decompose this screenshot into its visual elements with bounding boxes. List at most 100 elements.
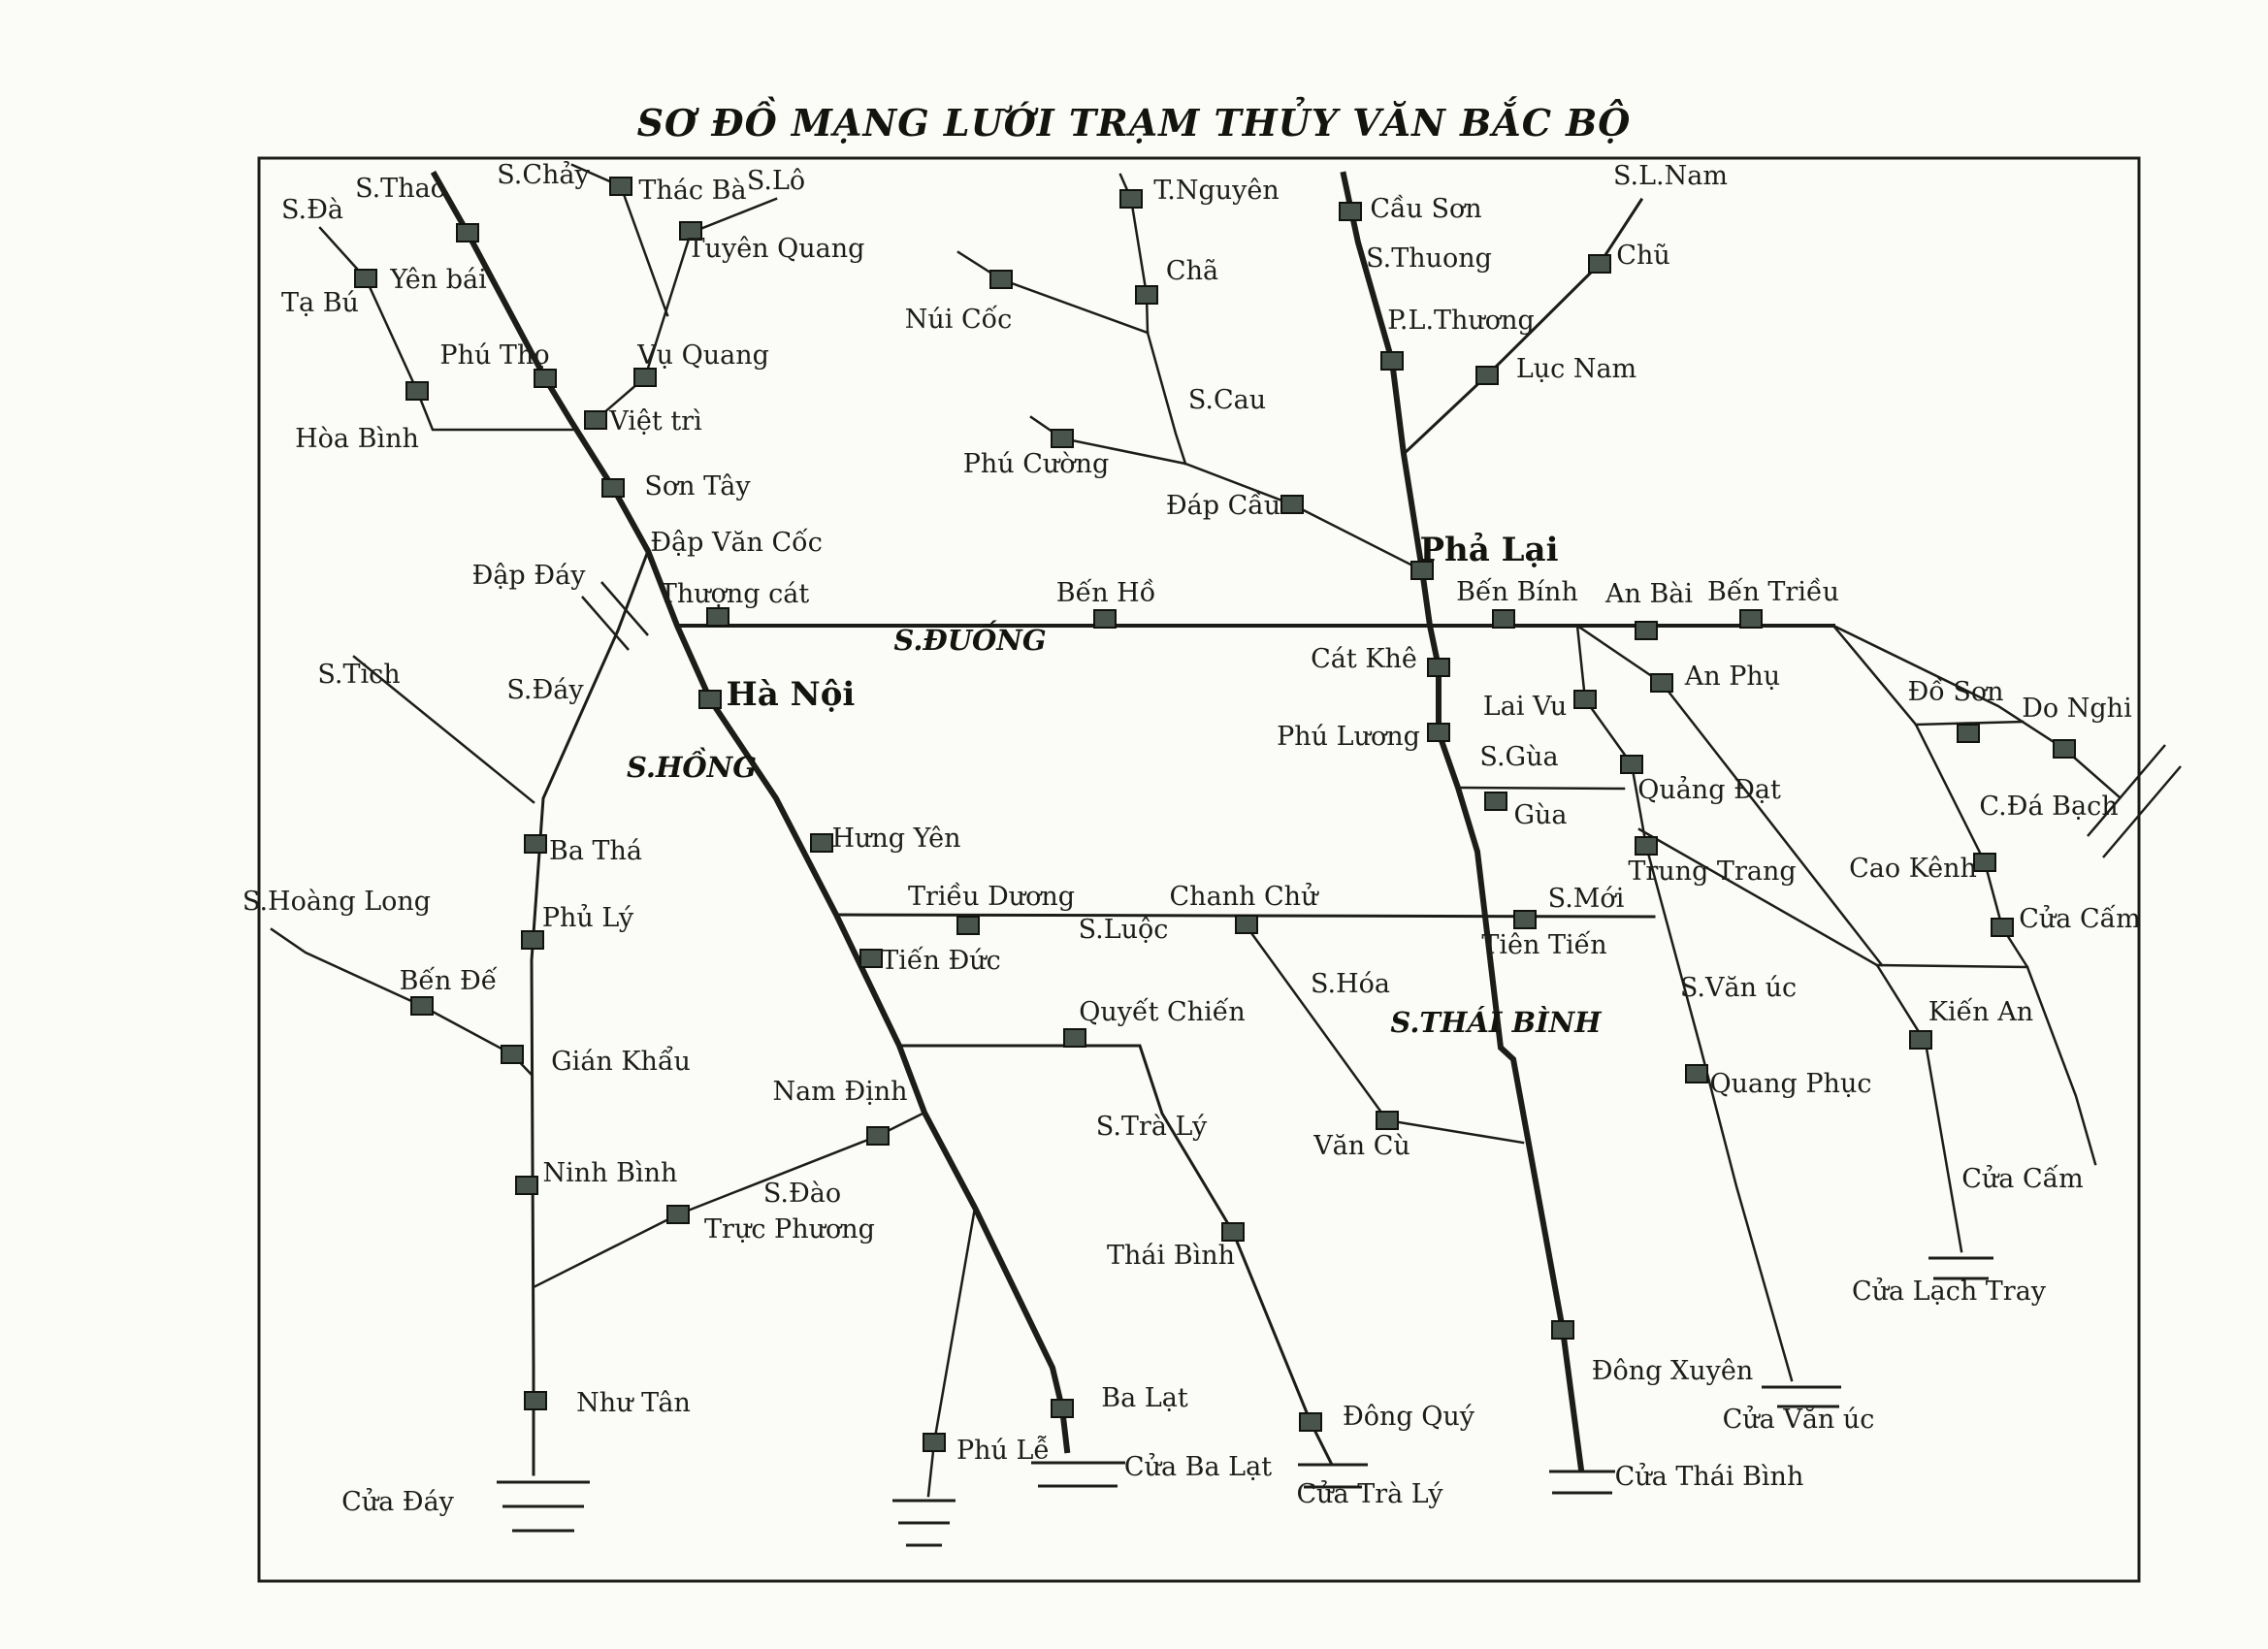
map-truc-phuong-station-marker	[666, 1205, 690, 1224]
map-cat-khe-station-label: Cát Khê	[1311, 644, 1417, 674]
map--ong-quy-station-marker	[1299, 1412, 1322, 1432]
map-phu-le-station-label: Phú Lễ	[956, 1435, 1050, 1466]
map-cua-lach-tray-label: Cửa Lạch Tray	[1852, 1276, 2047, 1307]
map-s-thai-binh-label: S.THÁI BÌNH	[1390, 1005, 1603, 1039]
map-an-bai-station-label: An Bài	[1604, 579, 1693, 609]
song-lo-line	[594, 197, 778, 422]
map-ta-bu-station-marker	[354, 269, 377, 288]
map-quang-at-station-label: Quảng Đạt	[1637, 774, 1781, 805]
map-cha-station-label: Chã	[1166, 256, 1218, 286]
map-quang-phuc-station-label: Quang Phục	[1710, 1069, 1872, 1099]
map-chanh-chu-station-marker	[1235, 915, 1258, 934]
map-an-phu-station-marker	[1650, 673, 1673, 693]
map-tien-tien-station-label: Tiên Tiến	[1481, 930, 1606, 960]
map-nam-inh-station-label: Nam Định	[772, 1077, 907, 1107]
map-luc-nam-station-label: Lục Nam	[1516, 354, 1636, 384]
map-gian-khau-station-label: Gián Khẩu	[551, 1045, 691, 1077]
map-an-bai-station-marker	[1635, 621, 1658, 640]
map-s-lo-label: S.Lô	[747, 166, 805, 196]
map-yen-bai-station-label: Yên bái	[389, 265, 487, 295]
map-cua-cam-station-marker	[1991, 918, 2014, 937]
map-ben-ho-station-label: Bến Hồ	[1056, 578, 1156, 608]
map-chanh-chu-station-label: Chanh Chử	[1170, 881, 1320, 912]
map-thuong-cat-station-label: Thượng cát	[660, 579, 810, 609]
map-cua-tra-ly-label: Cửa Trà Lý	[1296, 1478, 1443, 1509]
map-s-hoa-label: S.Hóa	[1311, 969, 1390, 999]
map-nui-coc-station-marker	[989, 270, 1013, 289]
map-cau-son-station-marker	[1339, 202, 1362, 221]
map-cua-thai-binh-label: Cửa Thái Bình	[1615, 1461, 1804, 1492]
gua-connector-line	[1456, 786, 1626, 791]
map-s-hong-label: S.HỒNG	[627, 746, 757, 784]
map-van-cu-station-marker	[1376, 1111, 1399, 1130]
map-ba-tha-station-label: Ba Thá	[549, 836, 642, 866]
map--ap-cau-station-label: Đáp Cầu	[1166, 491, 1280, 521]
map-vu-quang-station-label: Vụ Quang	[636, 340, 769, 371]
map-cao-kenh-station-marker	[1973, 853, 1996, 872]
map-cat-khe-station-marker	[1427, 658, 1450, 677]
map-phu-cuong-station-marker	[1051, 429, 1074, 448]
map-s-l-nam-label: S.L.Nam	[1613, 161, 1728, 191]
map--ap-ay-label: Đập Đáy	[472, 561, 587, 591]
map-cua-ay-label: Cửa Đáy	[341, 1486, 455, 1517]
song-tich-line	[352, 655, 535, 804]
map-ha-noi-station-label: Hà Nội	[727, 675, 856, 714]
map-tien-uc-station-marker	[859, 949, 883, 968]
map-nui-coc-station-label: Núi Cốc	[905, 305, 1013, 335]
map-c-a-bach-label: C.Đá Bạch	[1979, 792, 2118, 822]
map-ben-trieu-station-label: Bến Triều	[1707, 577, 1839, 607]
map-trung-trang-station-marker	[1635, 836, 1658, 856]
map-do-nghi-station-label: Do Nghi	[2022, 694, 2132, 724]
dap-day-symbol-stroke-2	[581, 596, 630, 651]
map-ba-tha-station-marker	[524, 834, 547, 854]
map-s-ao-label: S.Đào	[763, 1179, 841, 1209]
map-ben-e-station-marker	[410, 996, 434, 1016]
map-frame-border	[257, 156, 2141, 1583]
song-hoang-long-line	[270, 927, 534, 1077]
map-phu-ly-station-marker	[521, 930, 544, 950]
map-cua-cam-label: Cửa Cấm	[1961, 1163, 2084, 1194]
map-cua-cam-station-label: Cửa Cấm	[2019, 903, 2141, 934]
map-ninh-binh-station-label: Ninh Bình	[543, 1158, 678, 1188]
song-da-line	[318, 226, 574, 432]
song-dao-line	[532, 1111, 926, 1289]
map-luc-nam-station-marker	[1475, 366, 1499, 385]
map--o-son-station-label: Đồ Sơn	[1907, 677, 2003, 707]
map-lai-vu-station-marker	[1573, 690, 1597, 709]
map-viet-tri-station-marker	[584, 410, 607, 430]
map-trieu-duong-station-label: Triều Dương	[908, 882, 1075, 912]
kien-an-line-line	[1637, 827, 1963, 1253]
map-cua-van-uc-label: Cửa Văn úc	[1723, 1404, 1875, 1435]
map-nhu-tan-station-label: Như Tân	[576, 1388, 691, 1418]
map-thai-binh-station-label: Thái Bình	[1107, 1241, 1235, 1271]
map-chu-station-marker	[1588, 254, 1611, 274]
map-phu-luong-station-marker	[1427, 723, 1450, 742]
dap-day-symbol-stroke-1	[600, 581, 649, 636]
map-nhu-tan-station-marker	[524, 1391, 547, 1410]
map-p-l-thuong-station-label: P.L.Thương	[1387, 306, 1535, 336]
map-gian-khau-station-marker	[501, 1045, 524, 1064]
map-phu-luong-station-label: Phú Lương	[1277, 722, 1420, 752]
map-truc-phuong-station-label: Trực Phương	[704, 1214, 875, 1245]
map-chu-station-label: Chũ	[1616, 241, 1669, 271]
map-s-cau-label: S.Cau	[1188, 385, 1266, 415]
map-hoa-binh-station-label: Hòa Bình	[295, 424, 419, 454]
map-ben-e-station-label: Bến Đế	[400, 966, 498, 996]
map-cua-ba-lat-label: Cửa Ba Lạt	[1124, 1451, 1272, 1482]
map-quyet-chien-station-label: Quyết Chiến	[1079, 997, 1246, 1027]
map-s-chay-label: S.Chảy	[497, 159, 590, 190]
map-quang-phuc-station-marker	[1685, 1064, 1708, 1083]
map-ben-ho-station-marker	[1093, 609, 1117, 629]
map-tien-tien-station-marker	[1513, 910, 1537, 929]
kien-an-spur-line	[1875, 963, 2029, 969]
map-p-l-thuong-station-marker	[1380, 351, 1404, 371]
map-kien-an-station-label: Kiến An	[1928, 997, 2033, 1027]
map-kien-an-station-marker	[1909, 1030, 1932, 1050]
song-thao-hong-line	[430, 170, 1071, 1454]
map-van-cu-station-label: Văn Cù	[1312, 1131, 1410, 1161]
map-pha-lai-station-marker	[1410, 561, 1434, 580]
map-ben-binh-station-label: Bến Bính	[1456, 577, 1578, 607]
map-vu-quang-station-marker	[633, 368, 657, 387]
map--ong-quy-station-label: Đông Quý	[1343, 1402, 1475, 1432]
map-cha-station-marker	[1135, 285, 1158, 305]
